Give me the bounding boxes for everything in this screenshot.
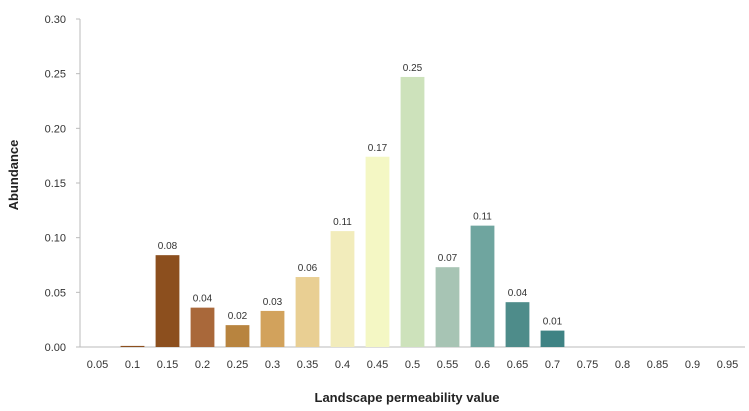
bar	[260, 310, 285, 347]
x-tick-label: 0.1	[125, 359, 140, 371]
bar-value-label: 0.06	[298, 263, 318, 274]
bar	[540, 330, 565, 347]
y-tick-label: 0.05	[45, 287, 66, 299]
x-tick-label: 0.2	[195, 359, 210, 371]
bar-value-label: 0.08	[158, 241, 178, 252]
x-tick-label: 0.05	[87, 359, 108, 371]
bar-value-label: 0.17	[368, 143, 388, 154]
bar-value-label: 0.04	[508, 288, 528, 299]
x-tick-label: 0.6	[475, 359, 490, 371]
bar	[330, 231, 355, 347]
bar-value-label: 0.04	[193, 294, 213, 305]
y-tick-label: 0.10	[45, 233, 66, 245]
x-tick-label: 0.3	[265, 359, 280, 371]
x-tick-label: 0.95	[717, 359, 738, 371]
bar	[295, 277, 320, 347]
bar	[225, 325, 250, 347]
y-tick-label: 0.25	[45, 69, 66, 81]
data-labels-group: 0.08 0.04 0.02 0.03 0.06 0.11 0.17 0.25 0.07 0.11…	[158, 63, 563, 328]
x-tick-label: 0.9	[685, 359, 700, 371]
x-tick-label: 0.15	[157, 359, 178, 371]
bar	[505, 302, 530, 347]
bar-value-label: 0.01	[543, 317, 563, 328]
x-tick-label: 0.55	[437, 359, 458, 371]
bar	[470, 225, 495, 347]
x-tick-label: 0.25	[227, 359, 248, 371]
x-tick-label: 0.45	[367, 359, 388, 371]
x-tick-label: 0.35	[297, 359, 318, 371]
x-tick-label: 0.8	[615, 359, 630, 371]
bar-value-label: 0.02	[228, 311, 248, 322]
x-tick-label: 0.5	[405, 359, 420, 371]
bar	[400, 76, 425, 348]
x-axis-title: Landscape permeability value	[315, 390, 500, 405]
x-tick-label: 0.75	[577, 359, 598, 371]
bar-value-label: 0.07	[438, 253, 458, 264]
y-tick-label: 0.20	[45, 123, 66, 135]
bar	[155, 255, 180, 347]
bar-value-label: 0.11	[473, 212, 492, 223]
y-tick-label: 0.30	[45, 14, 66, 26]
bar-value-label: 0.25	[403, 63, 423, 74]
bar	[190, 307, 215, 347]
x-tick-label: 0.7	[545, 359, 560, 371]
bar-value-label: 0.03	[263, 297, 283, 308]
x-axis: 0.05 0.1 0.15 0.2 0.25 0.3 0.35 0.4 0.45 0.5 0.55 0…	[80, 346, 745, 371]
x-tick-label: 0.65	[507, 359, 528, 371]
bar	[365, 156, 390, 347]
y-axis: 0.00 0.05 0.10 0.15 0.20 0.25 0.30	[45, 14, 81, 354]
y-tick-label: 0.15	[45, 178, 66, 190]
x-tick-label: 0.85	[647, 359, 668, 371]
bars-group	[120, 76, 565, 348]
y-tick-label: 0.00	[45, 342, 66, 354]
bar	[435, 267, 460, 347]
bar-value-label: 0.11	[333, 217, 352, 228]
x-tick-label: 0.4	[335, 359, 350, 371]
bar	[120, 345, 145, 347]
y-axis-title: Abundance	[6, 140, 21, 211]
